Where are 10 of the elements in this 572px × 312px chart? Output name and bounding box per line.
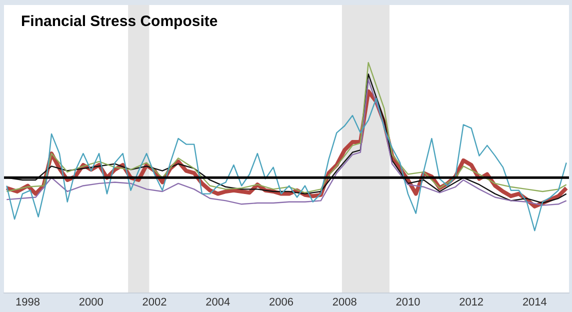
x-tick-label: 2010 <box>396 296 420 308</box>
x-tick-label: 2008 <box>332 296 357 308</box>
chart-title: Financial Stress Composite <box>21 13 218 30</box>
x-tick-label: 2004 <box>206 296 230 308</box>
x-tick-label: 2014 <box>522 296 547 308</box>
x-tick-label: 2000 <box>78 296 104 308</box>
x-tick-label: 2002 <box>142 296 167 308</box>
x-tick-label: 2012 <box>459 296 484 308</box>
x-tick-label: 2006 <box>268 296 294 308</box>
x-tick-label: 1998 <box>16 296 40 308</box>
